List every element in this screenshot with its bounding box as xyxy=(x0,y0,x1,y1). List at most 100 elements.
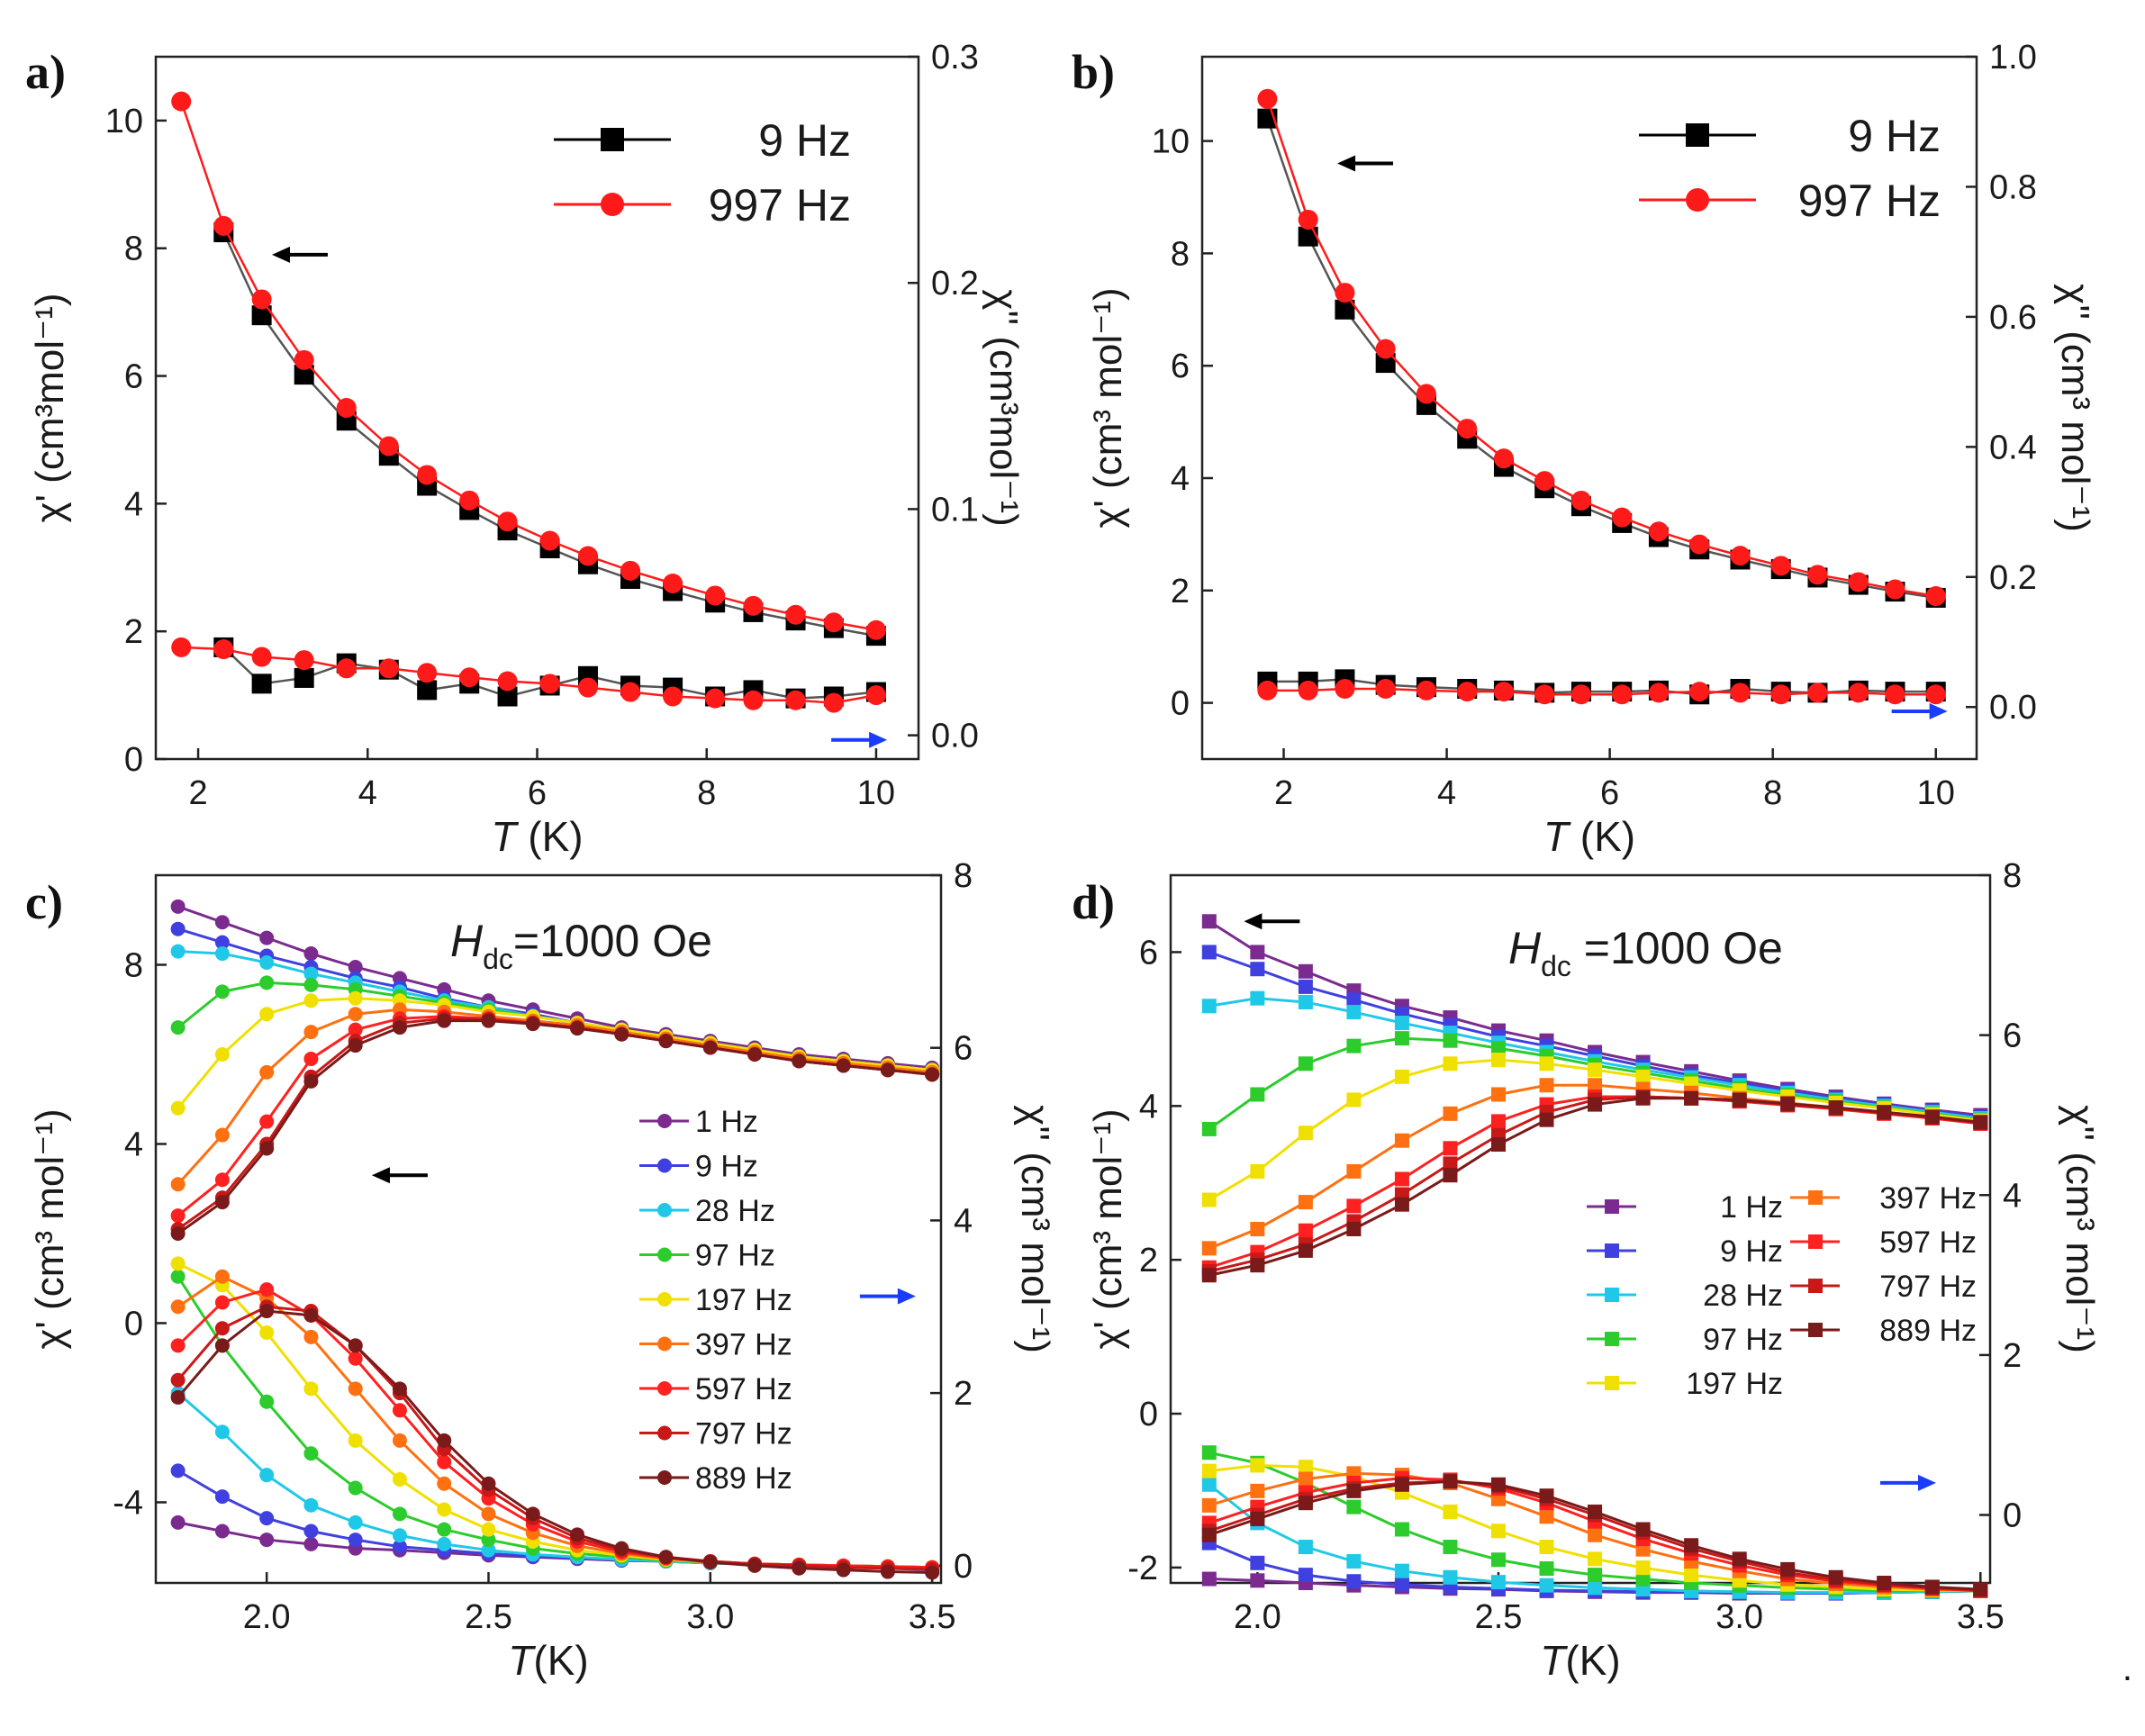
data-point xyxy=(1257,88,1278,109)
y2-tick-label: 0.6 xyxy=(1989,299,2037,337)
y2-tick-label: 6 xyxy=(2003,1017,2022,1055)
y-tick-label: 2 xyxy=(1171,573,1190,610)
legend-marker xyxy=(657,1381,672,1396)
data-point xyxy=(170,1389,186,1405)
data-point xyxy=(1539,1561,1554,1577)
data-point xyxy=(303,1536,319,1551)
data-point xyxy=(1539,1488,1554,1504)
data-point xyxy=(1539,1078,1554,1093)
data-point xyxy=(303,1524,319,1539)
data-point xyxy=(1298,1223,1313,1238)
data-point xyxy=(1570,490,1591,511)
y-tick-label: 6 xyxy=(124,358,143,396)
data-point xyxy=(1201,1445,1217,1460)
data-point xyxy=(1201,999,1217,1014)
legend-marker xyxy=(657,1470,672,1485)
data-point xyxy=(1828,1100,1843,1116)
y2-tick-label: 4 xyxy=(954,1202,973,1240)
data-point xyxy=(1250,1483,1265,1498)
data-point xyxy=(348,990,363,1006)
data-point xyxy=(1612,684,1633,705)
data-point xyxy=(1635,1069,1651,1084)
data-point xyxy=(658,1034,674,1049)
panel-label: b) xyxy=(1072,45,1115,99)
data-point xyxy=(663,686,683,707)
data-point xyxy=(497,671,518,692)
data-point xyxy=(1780,1561,1796,1577)
data-point xyxy=(1973,1115,1988,1130)
data-point xyxy=(1588,1580,1603,1596)
data-point xyxy=(303,1497,319,1513)
legend-label: 97 Hz xyxy=(1703,1323,1783,1357)
legend-marker xyxy=(1808,1234,1823,1249)
data-point xyxy=(481,1542,496,1558)
data-point xyxy=(259,955,275,971)
data-point xyxy=(392,1528,407,1543)
data-point xyxy=(437,1502,452,1517)
data-point xyxy=(865,685,886,706)
data-point xyxy=(1807,565,1828,585)
data-point xyxy=(1346,1163,1362,1179)
data-point xyxy=(251,674,272,694)
data-point xyxy=(336,658,357,679)
data-point xyxy=(1730,683,1751,703)
data-point xyxy=(1250,1458,1265,1473)
legend-marker xyxy=(601,128,624,151)
data-point xyxy=(880,1564,895,1579)
arrow-head xyxy=(371,1167,390,1184)
data-point xyxy=(1443,1106,1458,1121)
data-point xyxy=(1877,1576,1892,1590)
data-point xyxy=(170,1269,186,1284)
data-point xyxy=(785,604,806,625)
data-point xyxy=(785,690,806,710)
data-point xyxy=(1443,1504,1458,1519)
data-point xyxy=(1375,339,1396,359)
data-point xyxy=(348,1007,363,1022)
data-point xyxy=(1298,963,1313,979)
legend-label: 28 Hz xyxy=(695,1194,775,1228)
field-annotation-var: H xyxy=(450,916,484,966)
x-tick-label: 6 xyxy=(1600,774,1619,812)
data-point xyxy=(1635,1090,1651,1106)
series-line xyxy=(176,1015,933,1217)
data-point xyxy=(1443,1033,1458,1048)
series-line xyxy=(177,905,933,1070)
data-point xyxy=(214,1424,230,1440)
data-point xyxy=(1443,1540,1458,1555)
x-axis-label-unit: (K) xyxy=(1565,1637,1620,1684)
data-point xyxy=(303,1051,319,1066)
data-point xyxy=(1298,1496,1313,1511)
y-tick-label: 10 xyxy=(105,103,143,140)
legend-marker xyxy=(657,1292,672,1307)
data-point xyxy=(392,1403,407,1418)
data-point xyxy=(880,1062,895,1078)
data-point xyxy=(705,585,726,606)
x-tick-label: 2.5 xyxy=(1475,1598,1523,1636)
data-point xyxy=(214,1195,230,1210)
data-point xyxy=(836,1058,851,1073)
data-point xyxy=(570,1527,585,1542)
data-point xyxy=(1539,1112,1554,1127)
data-point xyxy=(1443,1474,1458,1489)
data-point xyxy=(1443,1156,1458,1171)
data-point xyxy=(303,1446,319,1461)
data-point xyxy=(747,1558,763,1573)
field-annotation-value: =1000 Oe xyxy=(513,916,712,966)
data-point xyxy=(1730,546,1751,566)
x-tick-label: 3.5 xyxy=(1957,1598,2005,1636)
data-point xyxy=(259,1282,275,1297)
data-point xyxy=(1298,1471,1313,1487)
data-point xyxy=(1848,572,1869,592)
legend-marker xyxy=(657,1425,672,1441)
data-point xyxy=(259,930,275,945)
data-point xyxy=(170,899,186,914)
data-point xyxy=(392,1506,407,1522)
data-point xyxy=(303,946,319,962)
data-point xyxy=(702,1554,718,1569)
y-axis-label: χ' (cm³ mol⁻¹) xyxy=(1086,1108,1130,1349)
legend-marker xyxy=(1808,1323,1823,1337)
legend-marker xyxy=(1686,188,1709,212)
legend-label: 9 Hz xyxy=(758,115,851,166)
y-tick-label: 0 xyxy=(1139,1396,1158,1433)
data-point xyxy=(1588,1097,1603,1112)
